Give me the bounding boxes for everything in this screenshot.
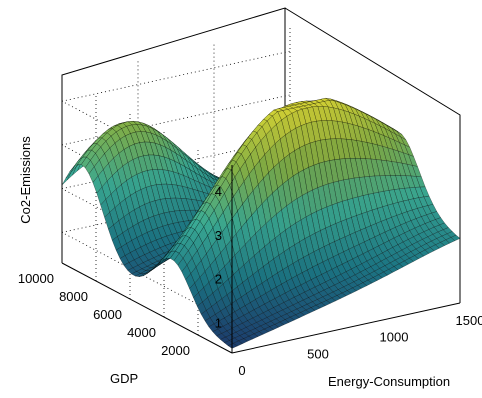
y-axis-label: GDP: [110, 371, 138, 386]
z-tick-label-3: 3: [215, 228, 222, 243]
z-gridline-4-back-right: [61, 50, 291, 102]
z-gridline-3-back-right: [61, 94, 291, 146]
surface-patch: [61, 172, 72, 186]
z-tick-label-4: 4: [215, 184, 222, 199]
x-tick-label-1500: 1500: [456, 313, 482, 328]
x-tick-label-500: 500: [307, 346, 329, 361]
z-tick-label-1: 1: [215, 315, 222, 330]
y-tick-label-10000: 10000: [18, 271, 54, 286]
axes-box: [61, 7, 461, 354]
x-axis-label: Energy-Consumption: [328, 374, 450, 389]
x-tick-label-1000: 1000: [380, 330, 409, 345]
y-tick-label-8000: 8000: [59, 289, 88, 304]
tick-labels: 0 500 1000 1500 2000 4000 6000 8000 10000 1 2 3 4: [18, 184, 482, 378]
box-floor-y-axis: [61, 262, 233, 354]
surface-mesh: [61, 97, 461, 349]
z-axis-label: Co2-Emissions: [18, 136, 33, 224]
x-tick-label-0: 0: [238, 363, 245, 378]
box-back-right-wall: [284, 7, 461, 303]
y-tick-label-6000: 6000: [93, 307, 122, 322]
y-tick-label-4000: 4000: [127, 325, 156, 340]
box-floor-x-axis: [231, 302, 461, 354]
box-back-left-wall: [61, 7, 286, 263]
z-tick-label-2: 2: [215, 272, 222, 287]
y-tick-label-2000: 2000: [161, 343, 190, 358]
surface-patch: [227, 343, 238, 349]
